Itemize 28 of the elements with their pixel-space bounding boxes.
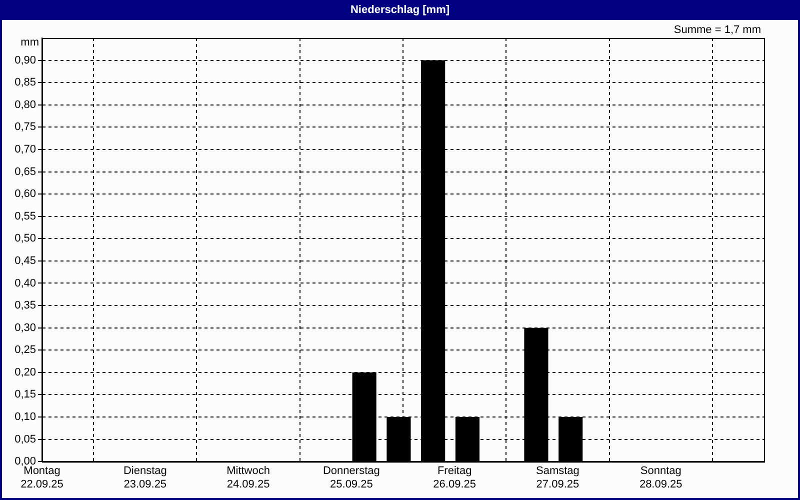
x-tick-label: Mittwoch 24.09.25 (226, 465, 270, 490)
x-tick-label: Donnerstag 25.09.25 (322, 465, 380, 490)
y-tick-label: 0,85 (14, 76, 36, 89)
y-tick-label: 0,55 (14, 210, 36, 222)
text: Summe = 1,7 mm (674, 24, 761, 36)
y-tick-label: 0,25 (14, 344, 36, 356)
y-tick-label: 0,70 (14, 144, 36, 156)
x-tick-label: Sonntag 28.09.25 (639, 465, 682, 490)
y-tick-label: 0,15 (14, 388, 36, 401)
y-tick-label: 0,80 (14, 98, 36, 111)
y-tick-label: 0,40 (14, 277, 36, 290)
y-tick-label: 0,60 (14, 188, 36, 200)
y-tick-label: 0,75 (14, 121, 36, 134)
x-tick-label: Montag 22.09.25 (20, 465, 64, 490)
x-tick-label: Samstag 27.09.25 (536, 465, 580, 490)
y-tick-label: 0,35 (14, 300, 36, 312)
y-axis-title: mm (20, 36, 39, 49)
y-tick-label: 0,05 (14, 433, 36, 446)
y-tick-label: 0,50 (14, 232, 36, 245)
y-tick-label: 0,30 (14, 322, 36, 334)
y-tick-label: 0,20 (14, 366, 36, 378)
y-tick-label: 0,90 (14, 54, 36, 66)
chart-title: Niederschlag [mm] (2, 2, 798, 20)
y-tick-label: 0,65 (14, 166, 36, 178)
x-tick-label: Freitag 26.09.25 (433, 465, 476, 490)
y-tick-label: 0,10 (14, 411, 36, 424)
y-tick-label: 0,45 (14, 254, 36, 267)
x-tick-label: Dienstag 23.09.25 (123, 465, 167, 490)
